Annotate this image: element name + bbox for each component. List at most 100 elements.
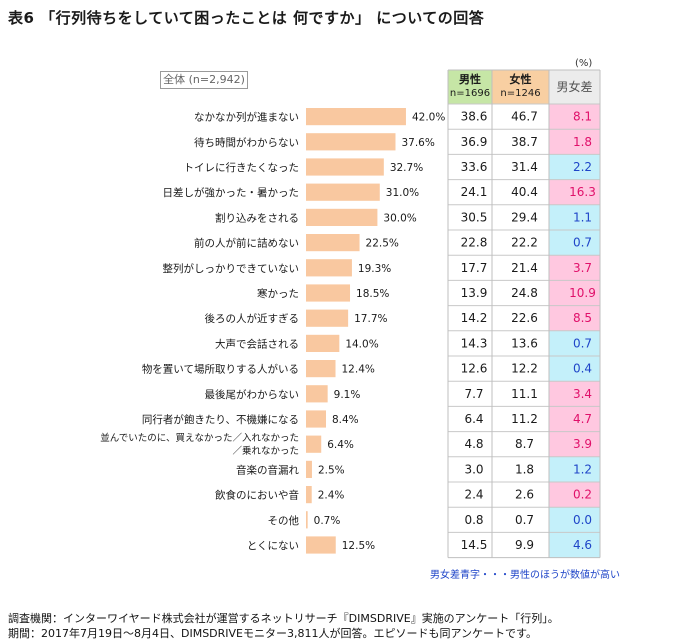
bar [306, 259, 352, 277]
diff-value: 0.7 [573, 236, 592, 250]
female-value: 22.6 [511, 311, 538, 325]
category-label-line: 並んでいたのに、買えなかった／入れなかった [100, 432, 299, 444]
female-value: 1.8 [515, 462, 534, 476]
diff-cell-bg [549, 532, 600, 558]
diff-cell-bg [549, 431, 600, 457]
diff-cell-bg [549, 456, 600, 482]
category-label: 待ち時間がわからない [194, 136, 299, 149]
male-value: 14.2 [461, 311, 488, 325]
diff-column-header: 男女差 [549, 70, 600, 104]
male-value: 0.8 [464, 513, 483, 527]
diff-cell-bg [549, 406, 600, 432]
diff-value: 1.2 [573, 462, 592, 476]
diff-value: 0.0 [573, 513, 592, 527]
category-label: 物を置いて場所取りする人がいる [142, 363, 299, 376]
diff-cell-bg [549, 330, 600, 356]
male-value: 22.8 [461, 236, 488, 250]
bar-value-label: 19.3% [358, 263, 391, 275]
category-label: 前の人が前に詰めない [194, 237, 299, 250]
bar-value-label: 18.5% [356, 288, 389, 300]
page-title: 表6 「行列待ちをしていて困ったことは 何ですか」 についての回答 [8, 9, 485, 27]
female-value: 8.7 [515, 437, 534, 451]
diff-value: 1.1 [573, 210, 592, 224]
bar [306, 284, 351, 302]
male-value: 7.7 [464, 387, 483, 401]
diff-cell-bg [549, 280, 600, 306]
diff-cell-bg [549, 154, 600, 180]
bar-value-label: 12.4% [342, 364, 375, 376]
diff-value: 0.4 [573, 362, 592, 376]
diff-cell-bg [549, 381, 600, 407]
category-label-line: ／乗れなかった [232, 445, 299, 457]
female-value: 31.4 [511, 160, 538, 174]
male-value: 12.6 [461, 362, 488, 376]
female-value: 46.7 [511, 110, 538, 124]
category-label: 最後尾がわからない [205, 388, 300, 401]
diff-cell-bg [549, 104, 600, 130]
bar-value-label: 0.7% [314, 515, 341, 527]
category-label: 整列がしっかりできていない [163, 262, 300, 275]
diff-cell-bg [549, 230, 600, 256]
bar-value-label: 32.7% [390, 162, 423, 174]
bar-value-label: 17.7% [354, 313, 387, 325]
diff-color-note: 男女差青字・・・男性のほうが数値が高い [430, 570, 620, 581]
female-column-header: 女性 n=1246 [492, 70, 549, 104]
female-value: 29.4 [511, 210, 538, 224]
bar-value-label: 30.0% [383, 212, 416, 224]
bar [306, 486, 312, 504]
female-value: 21.4 [511, 261, 538, 275]
diff-value: 4.6 [573, 538, 592, 552]
female-value: 13.6 [511, 336, 538, 350]
category-label: 並んでいたのに、買えなかった／入れなかった／乗れなかった [100, 432, 299, 457]
male-value: 13.9 [461, 286, 488, 300]
bar [306, 360, 336, 378]
female-value: 9.9 [515, 538, 534, 552]
diff-cell-bg [549, 179, 600, 205]
footer-survey-org: 調査機関：インターワイヤード株式会社が運営するネットリサーチ『DIMSDRIVE… [8, 612, 559, 625]
male-value: 14.5 [461, 538, 488, 552]
bar [306, 108, 406, 126]
male-value: 24.1 [461, 185, 488, 199]
category-label: 寒かった [257, 287, 299, 300]
bar-value-label: 42.0% [412, 112, 445, 124]
bar-value-label: 31.0% [386, 187, 419, 199]
diff-value: 3.9 [573, 437, 592, 451]
category-label: その他 [268, 514, 300, 527]
category-label: 日差しが強かった・暑かった [163, 186, 300, 199]
bar [306, 309, 349, 327]
bar [306, 334, 340, 352]
bar [306, 511, 308, 529]
category-label: 同行者が飽きたり、不機嫌になる [142, 413, 299, 426]
category-label: 後ろの人が近すぎる [205, 312, 300, 325]
bar-value-label: 12.5% [342, 540, 375, 552]
female-header-n: n=1246 [500, 88, 541, 99]
diff-cell-bg [549, 356, 600, 382]
diff-cell-bg [549, 129, 600, 155]
male-value: 30.5 [461, 210, 488, 224]
diff-value: 0.2 [573, 488, 592, 502]
bar [306, 208, 378, 226]
bar-value-label: 9.1% [334, 389, 361, 401]
bar [306, 183, 380, 201]
diff-value: 3.4 [573, 387, 592, 401]
female-value: 22.2 [511, 236, 538, 250]
category-label: 音楽の音漏れ [236, 463, 299, 476]
category-label: なかなか列が進まない [194, 111, 299, 124]
female-value: 40.4 [511, 185, 538, 199]
diff-value: 8.5 [573, 311, 592, 325]
diff-value: 3.7 [573, 261, 592, 275]
bar-value-label: 22.5% [366, 238, 399, 250]
diff-cell-bg [549, 507, 600, 533]
bar [306, 133, 396, 151]
bar [306, 410, 326, 428]
male-header-label: 男性 [459, 73, 481, 86]
bar-value-label: 8.4% [332, 414, 359, 426]
female-value: 24.8 [511, 286, 538, 300]
bar [306, 460, 312, 478]
male-value: 36.9 [461, 135, 488, 149]
male-value: 6.4 [464, 412, 483, 426]
diff-value: 1.8 [573, 135, 592, 149]
diff-cell-bg [549, 482, 600, 508]
diff-value: 0.7 [573, 336, 592, 350]
